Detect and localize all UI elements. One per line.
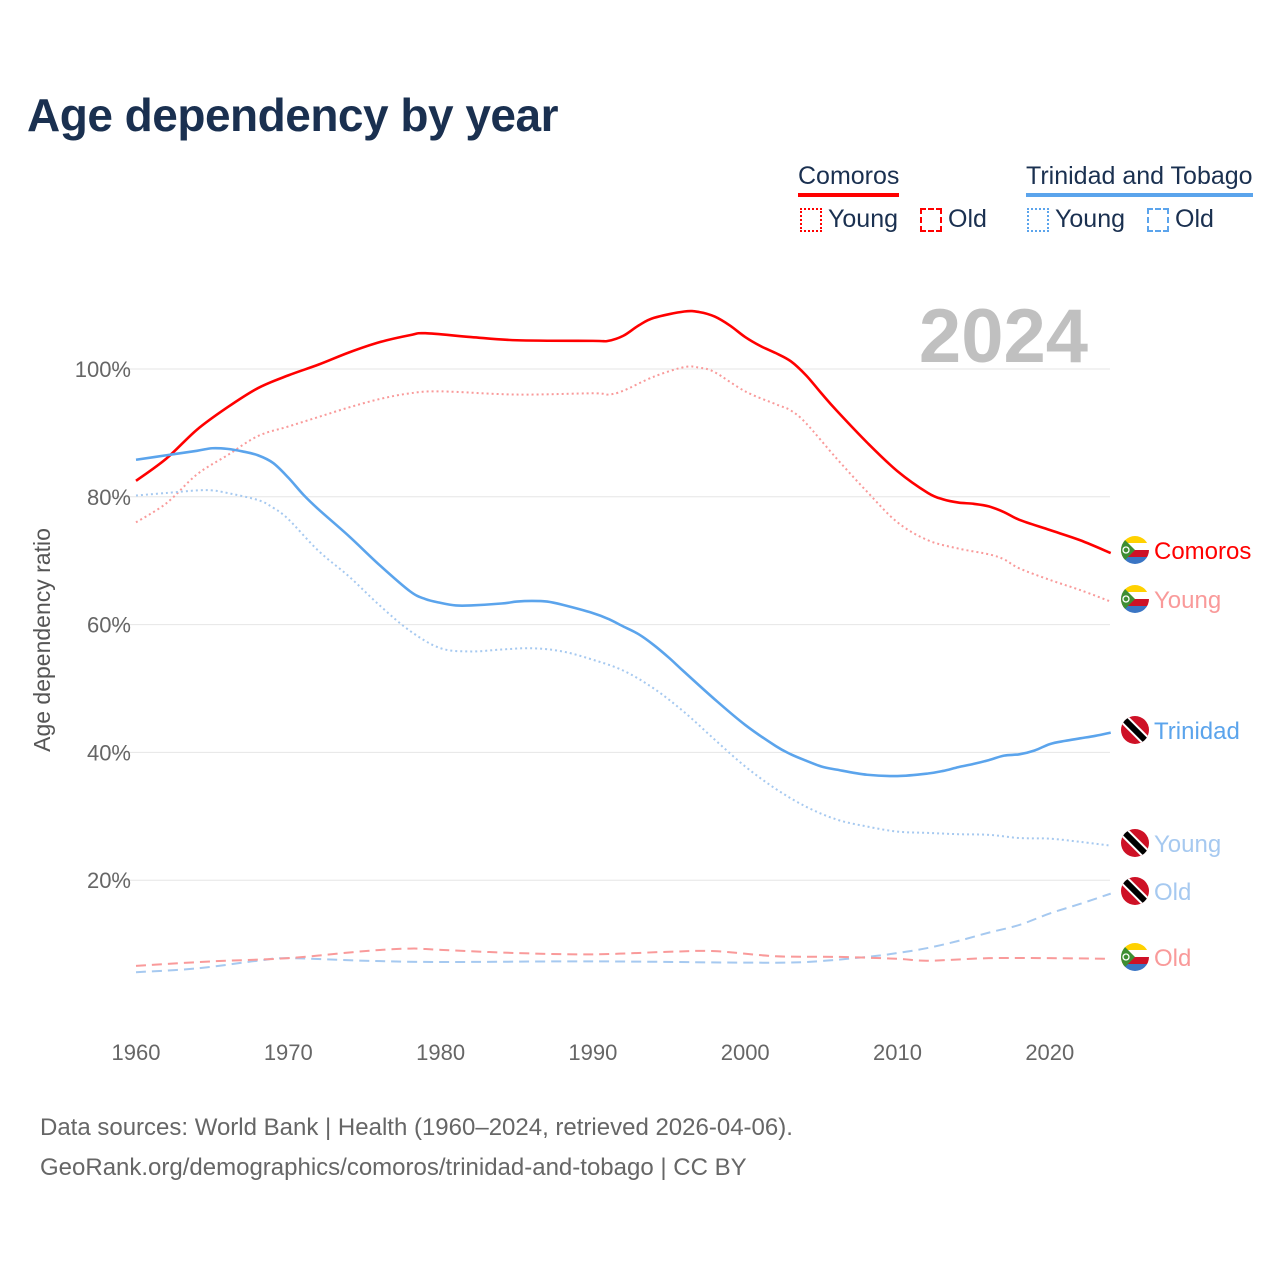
series-end-label: Trinidad: [1154, 718, 1240, 745]
legend-label: Old: [1175, 205, 1214, 233]
series-line-trinidad-and-tobago-young: [135, 489, 1111, 847]
series-line-trinidad-and-tobago-old: [135, 892, 1112, 974]
dashed-swatch-icon: [1147, 207, 1169, 232]
chart-title: Age dependency by year: [27, 89, 558, 141]
dashed-swatch-icon: [920, 207, 942, 232]
y-axis-label: Age dependency ratio: [29, 528, 55, 752]
x-tick-label: 1980: [416, 1040, 465, 1065]
series-end-label: Comoros: [1154, 538, 1251, 565]
x-tick-label: 2010: [873, 1040, 922, 1065]
series-end-label: Young: [1154, 831, 1221, 858]
series-end-label: Young: [1154, 587, 1221, 614]
trinidad-flag-icon: [1121, 716, 1149, 744]
x-tick-label: 1970: [264, 1040, 313, 1065]
y-tick-label: 20%: [87, 868, 131, 893]
x-tick-label: 2000: [721, 1040, 770, 1065]
series-line-comoros-young: [135, 365, 1112, 603]
trinidad-flag-icon: [1121, 829, 1149, 857]
dotted-swatch-icon: [800, 207, 822, 232]
source-note: Data sources: World Bank | Health (1960–…: [40, 1108, 793, 1188]
trinidad-flag-icon: [1121, 877, 1149, 905]
legend-trinidad-young: Young: [1027, 205, 1125, 234]
year-watermark: 2024: [919, 294, 1088, 379]
legend-label: Young: [828, 205, 898, 233]
comoros-flag-icon: [1121, 943, 1149, 971]
legend-label: Old: [948, 205, 987, 233]
y-tick-label: 100%: [75, 357, 131, 382]
legend-trinidad-old: Old: [1147, 205, 1214, 234]
series-line-comoros-old: [135, 947, 1111, 967]
source-line-1: Data sources: World Bank | Health (1960–…: [40, 1114, 793, 1141]
line-chart: 20% 40% 60% 80% 100% 1960 1970 1980 1990 2000 2010…: [29, 294, 1251, 1065]
series-end-label: Old: [1154, 945, 1191, 972]
x-tick-label: 2020: [1025, 1040, 1074, 1065]
dotted-swatch-icon: [1027, 207, 1049, 232]
legend-label: Young: [1055, 205, 1125, 233]
source-line-2: GeoRank.org/demographics/comoros/trinida…: [40, 1154, 747, 1181]
series-line-trinidad-and-tobago: [135, 446, 1111, 778]
y-tick-label: 40%: [87, 740, 131, 765]
y-tick-label: 60%: [87, 613, 131, 638]
legend-comoros: Comoros: [798, 162, 900, 197]
x-tick-label: 1990: [568, 1040, 617, 1065]
comoros-flag-icon: [1121, 585, 1149, 613]
series-line-comoros: [135, 309, 1112, 555]
y-tick-label: 80%: [87, 485, 131, 510]
series-end-label: Old: [1154, 879, 1191, 906]
legend-comoros-old: Old: [920, 205, 987, 234]
x-tick-label: 1960: [112, 1040, 161, 1065]
legend-trinidad: Trinidad and Tobago: [1026, 162, 1253, 197]
comoros-flag-icon: [1121, 536, 1149, 564]
legend-comoros-young: Young: [800, 205, 898, 234]
